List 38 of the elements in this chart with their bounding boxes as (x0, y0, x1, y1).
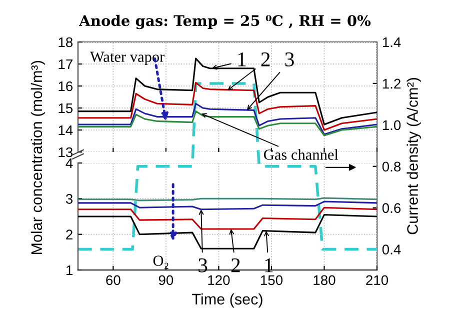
y-axis-title: Molar concentration (mol/m³) (30, 60, 46, 254)
line-series (78, 200, 377, 210)
annotation: Gas channel (264, 149, 338, 160)
y-tick-label: 0.4 (382, 244, 401, 254)
annotation: 2 (231, 258, 240, 272)
y-tick-label: 17 (58, 59, 72, 70)
line-series (78, 214, 377, 250)
y-axis-title: Current density (A/cm²) (406, 78, 421, 234)
y-tick-label: 14 (58, 125, 73, 136)
annotation: O₂ (153, 256, 168, 269)
y-tick-label: 4 (66, 158, 73, 168)
y-tick-label: 1.0 (382, 120, 401, 130)
line-series (78, 110, 377, 136)
y-tick-label: 0.6 (382, 203, 401, 213)
y-tick-label: 18 (58, 37, 73, 48)
x-tick-label: 210 (366, 275, 388, 286)
y-tick-label: 16 (58, 81, 73, 92)
annotation: 1 (238, 52, 246, 66)
x-tick-label: 180 (314, 275, 336, 286)
x-tick-label: 60 (106, 275, 120, 286)
x-axis-title: Time (sec) (192, 293, 262, 308)
y-tick-label: 0.8 (382, 162, 401, 172)
line-series (78, 82, 377, 131)
y-tick-label: 1.2 (382, 78, 400, 88)
y-tick-label: 2 (66, 230, 72, 240)
x-tick-label: 120 (208, 275, 230, 286)
line-series (78, 102, 377, 136)
x-tick-label: 150 (260, 275, 283, 286)
x-tick-label: 90 (158, 275, 174, 286)
y-tick-label: 1 (66, 265, 72, 276)
y-tick-label: 1.4 (382, 37, 401, 48)
y-tick-label: 15 (58, 103, 73, 114)
y-tick-label: 13 (58, 147, 73, 158)
annotation: 3 (285, 52, 294, 66)
y-tick-label: 3 (66, 194, 73, 204)
annotation: 2 (261, 52, 270, 66)
chart-title: Anode gas: Temp = 25 ⁰C , RH = 0% (78, 14, 371, 30)
line-series (78, 206, 377, 230)
